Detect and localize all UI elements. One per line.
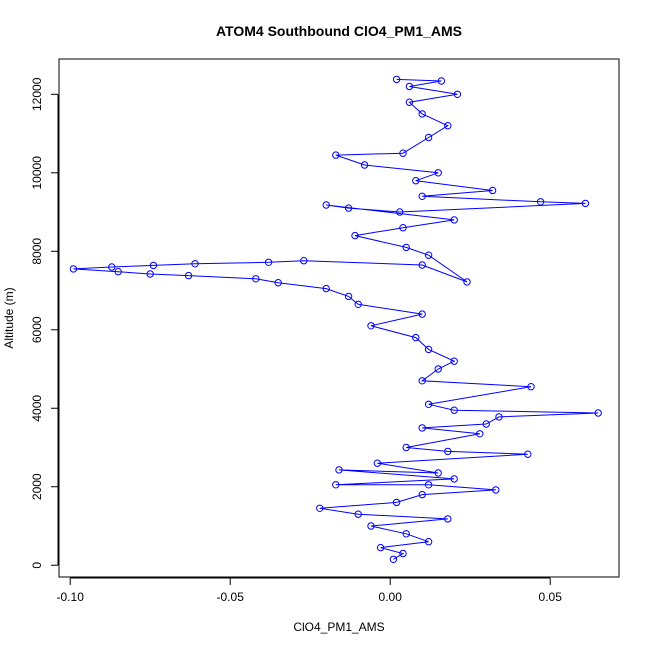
data-point — [360, 161, 369, 169]
data-point — [527, 383, 535, 391]
data-point — [492, 486, 500, 494]
data-point — [405, 98, 414, 106]
data-point — [274, 279, 282, 287]
data-point — [482, 420, 490, 428]
y-tick-label: 12000 — [30, 77, 44, 111]
data-point — [450, 357, 458, 365]
data-point — [108, 263, 116, 271]
data-point — [264, 258, 273, 266]
data-point — [434, 365, 442, 373]
series-line — [73, 78, 599, 560]
data-point — [418, 261, 426, 269]
data-point — [444, 515, 452, 523]
data-point — [344, 204, 353, 212]
x-tick-label: 0.00 — [379, 590, 403, 604]
data-point — [418, 490, 426, 499]
data-point — [424, 538, 433, 546]
data-point — [300, 257, 308, 265]
data-point — [373, 459, 382, 467]
data-point — [418, 310, 426, 318]
data-point — [389, 555, 398, 563]
data-point — [149, 261, 158, 270]
data-point — [354, 510, 362, 518]
data-point — [418, 110, 426, 118]
data-point — [424, 400, 433, 408]
data-point — [399, 549, 407, 558]
x-tick-label: -0.10 — [57, 590, 85, 604]
data-point — [444, 447, 452, 456]
y-tick-label: 10000 — [30, 156, 44, 190]
data-point — [392, 75, 401, 84]
y-tick-label: 4000 — [30, 395, 44, 422]
data-point — [412, 177, 420, 185]
data-point — [424, 345, 433, 354]
data-point — [405, 82, 414, 91]
data-point — [450, 406, 458, 414]
y-axis: 0 2000 4000 6000 8000 10000 12000 — [30, 77, 59, 569]
data-point — [252, 275, 260, 283]
data-point — [450, 216, 458, 224]
data-point — [450, 475, 458, 483]
data-point — [351, 231, 359, 240]
y-tick-label: 8000 — [30, 238, 44, 265]
data-point — [434, 169, 442, 177]
data-point — [476, 430, 484, 438]
x-tick-label: 0.05 — [539, 590, 563, 604]
data-point — [332, 151, 340, 159]
data-point — [581, 199, 590, 208]
data-point — [354, 300, 362, 308]
data-point — [495, 413, 503, 421]
data-point — [367, 522, 375, 530]
data-point — [344, 292, 353, 301]
data-point — [402, 443, 410, 452]
x-tick-label: -0.05 — [217, 590, 245, 604]
data-point — [146, 270, 154, 278]
data-point — [418, 192, 426, 201]
data-point — [536, 198, 545, 206]
data-point — [367, 322, 375, 330]
data-point — [418, 377, 426, 385]
data-point — [69, 265, 78, 273]
data-point — [424, 481, 433, 489]
data-point — [424, 251, 433, 259]
data-point — [114, 268, 122, 276]
chart-title: ATOM4 Southbound ClO4_PM1_AMS — [216, 23, 462, 39]
data-point — [434, 469, 442, 477]
data-point — [396, 208, 404, 216]
data-point — [453, 90, 462, 99]
data-point — [444, 122, 452, 130]
data-point — [399, 149, 407, 157]
data-point — [322, 201, 330, 209]
data-point — [412, 333, 420, 342]
data-point — [184, 271, 193, 280]
data-point — [437, 77, 446, 85]
data-point — [322, 284, 330, 293]
data-point — [191, 260, 199, 268]
data-point — [463, 278, 471, 286]
data-point — [524, 450, 532, 458]
data-point — [399, 224, 407, 232]
data-point — [316, 504, 324, 512]
data-point — [402, 243, 410, 252]
plot-area — [69, 75, 602, 563]
y-tick-label: 2000 — [30, 473, 44, 500]
x-axis: -0.10 -0.05 0.00 0.05 — [57, 577, 563, 604]
y-axis-label: Altitude (m) — [2, 287, 16, 348]
x-axis-label: ClO4_PM1_AMS — [293, 620, 384, 634]
plot-frame — [58, 58, 620, 578]
data-point — [418, 424, 426, 432]
data-point — [335, 466, 343, 474]
y-tick-label: 6000 — [30, 316, 44, 343]
data-point — [402, 530, 410, 538]
data-point — [332, 481, 340, 489]
data-point — [594, 409, 602, 417]
y-tick-label: 0 — [30, 562, 44, 569]
data-point — [376, 543, 385, 552]
data-point — [488, 186, 497, 195]
data-point — [424, 133, 433, 142]
data-point — [392, 498, 401, 507]
